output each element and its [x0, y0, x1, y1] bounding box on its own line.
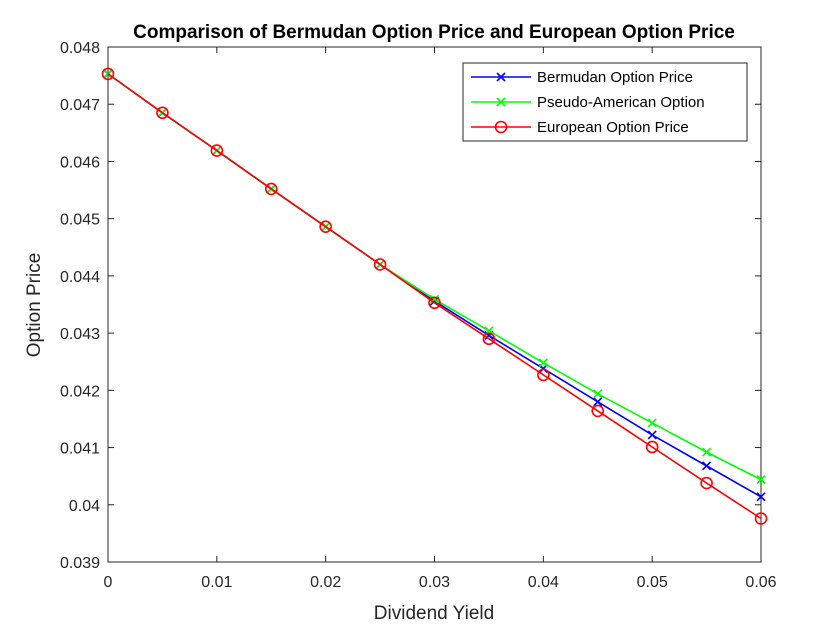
legend-marker	[496, 72, 506, 82]
data-point	[700, 476, 713, 490]
x-tick-label: 0.06	[745, 574, 776, 591]
y-tick-label: 0.042	[60, 383, 100, 400]
data-point	[647, 418, 657, 428]
data-point	[591, 404, 605, 418]
data-point	[482, 332, 496, 346]
data-point	[429, 294, 440, 304]
data-point	[702, 447, 712, 457]
data-point	[647, 430, 657, 440]
y-tick-label: 0.04	[69, 498, 100, 515]
legend-marker	[494, 120, 508, 134]
data-point	[645, 440, 659, 454]
x-axis-label: Dividend Yield	[374, 603, 494, 624]
data-point	[373, 258, 387, 271]
x-tick-label: 0	[104, 574, 113, 591]
y-tick-label: 0.044	[60, 269, 100, 286]
legend-marker	[496, 97, 506, 107]
data-point	[101, 67, 115, 81]
y-tick-label: 0.043	[60, 326, 100, 343]
chart-title: Comparison of Bermudan Option Price and …	[133, 22, 735, 43]
y-tick-label: 0.045	[60, 212, 100, 229]
data-point	[702, 461, 712, 471]
y-axis-label: Option Price	[24, 253, 45, 358]
data-point	[428, 296, 441, 310]
x-tick-label: 0.02	[310, 574, 341, 591]
data-point	[593, 389, 603, 399]
legend: Bermudan Option Price Pseudo-American Opt…	[462, 62, 748, 142]
data-point	[156, 106, 169, 120]
y-tick-label: 0.039	[60, 555, 100, 572]
data-point	[537, 368, 550, 382]
y-tick-label: 0.041	[60, 441, 100, 458]
x-tick-label: 0.01	[201, 574, 232, 591]
data-point	[319, 220, 332, 233]
series-line	[107, 73, 762, 520]
data-point	[756, 475, 766, 485]
data-point	[754, 512, 768, 525]
x-tick-label: 0.04	[528, 574, 559, 591]
data-point	[264, 182, 278, 196]
data-point	[538, 358, 548, 368]
plot-area: 0.039 0.04 0.041 0.042 0.043 0.044 0.045 0.046 0…	[60, 40, 777, 591]
y-tick-label: 0.046	[60, 154, 100, 171]
data-point	[593, 397, 603, 407]
legend-entry-label: Pseudo-American Option	[537, 94, 705, 111]
y-tick-label: 0.047	[60, 97, 100, 114]
legend-entry-label: European Option Price	[537, 119, 689, 136]
x-tick-label: 0.05	[637, 574, 668, 591]
data-point	[756, 492, 766, 502]
legend-entry-label: Bermudan Option Price	[537, 69, 693, 86]
series-3	[101, 67, 768, 525]
x-tick-label: 0.03	[419, 574, 450, 591]
data-point	[210, 144, 224, 157]
y-tick-label: 0.048	[60, 40, 100, 57]
